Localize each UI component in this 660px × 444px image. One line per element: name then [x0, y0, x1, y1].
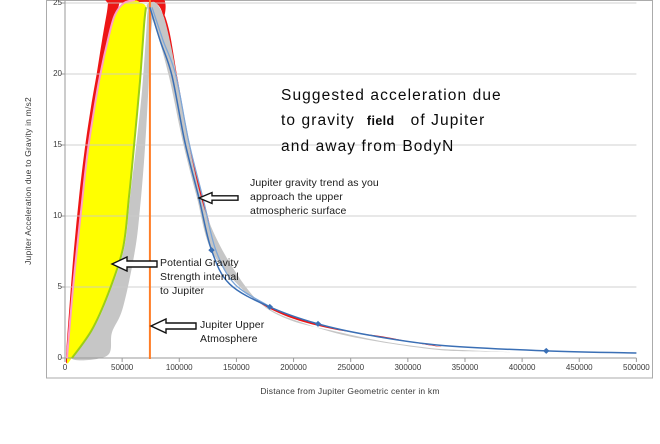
- left-block-arrow-2: [110, 255, 158, 273]
- y-tick-label-0: 0: [57, 353, 62, 362]
- chart-title-bold-word: field: [366, 114, 395, 128]
- y-tick-label-5: 5: [57, 282, 62, 291]
- y-tick-label-15: 15: [53, 140, 62, 149]
- y-tick-label-10: 10: [53, 211, 62, 220]
- y-tick-label-25: 25: [53, 0, 62, 7]
- series-suggested-envelope-top: [105, 0, 166, 18]
- chart-title-line1: Suggested acceleration due: [281, 87, 502, 104]
- x-tick-label-150000: 150000: [223, 363, 250, 372]
- x-tick-label-200000: 200000: [280, 363, 307, 372]
- data-point-marker: [208, 247, 215, 254]
- left-block-arrow-3: [149, 317, 197, 335]
- chart-title: Suggested acceleration due to gravity fie…: [281, 83, 502, 159]
- x-axis-title: Distance from Jupiter Geometric center i…: [260, 386, 440, 396]
- x-tick-label-350000: 350000: [451, 363, 479, 372]
- x-tick-label-100000: 100000: [165, 363, 193, 372]
- x-tick-label-450000: 450000: [565, 363, 593, 372]
- series-gravity-trend-outer: [151, 7, 269, 307]
- x-tick-label-0: 0: [62, 363, 68, 372]
- annotation-potential-gravity: Potential Gravity Strength internal to J…: [160, 257, 239, 297]
- chart-title-line2: to gravity field of Jupiter: [281, 112, 486, 129]
- x-tick-label-400000: 400000: [508, 363, 536, 372]
- left-block-arrow-1: [197, 191, 239, 205]
- y-axis-title: Jupiter Acceleration due to Gravity in m…: [23, 97, 33, 265]
- data-point-marker: [314, 320, 322, 327]
- x-tick-label-500000: 500000: [623, 363, 650, 372]
- annotation-upper-atmosphere: Jupiter Upper Atmosphere: [200, 319, 265, 345]
- chart-border: [46, 0, 653, 379]
- x-tick-label-300000: 300000: [394, 363, 422, 372]
- x-tick-label-50000: 50000: [111, 363, 134, 372]
- series-potential-band-left: [70, 6, 153, 361]
- data-point-marker: [266, 303, 273, 310]
- series-gravity-trend: [149, 7, 637, 354]
- series-internal-gravity-range: [67, 0, 147, 364]
- y-tick-label-20: 20: [53, 69, 62, 78]
- chart-title-line3: and away from BodyN: [281, 138, 455, 155]
- series-internal-upper-bound: [71, 7, 147, 359]
- series-internal-lower-bound: [66, 0, 136, 359]
- data-point-marker: [543, 347, 550, 354]
- x-tick-label-250000: 250000: [337, 363, 365, 372]
- annotation-gravity-trend: Jupiter gravity trend as you approach th…: [250, 177, 379, 217]
